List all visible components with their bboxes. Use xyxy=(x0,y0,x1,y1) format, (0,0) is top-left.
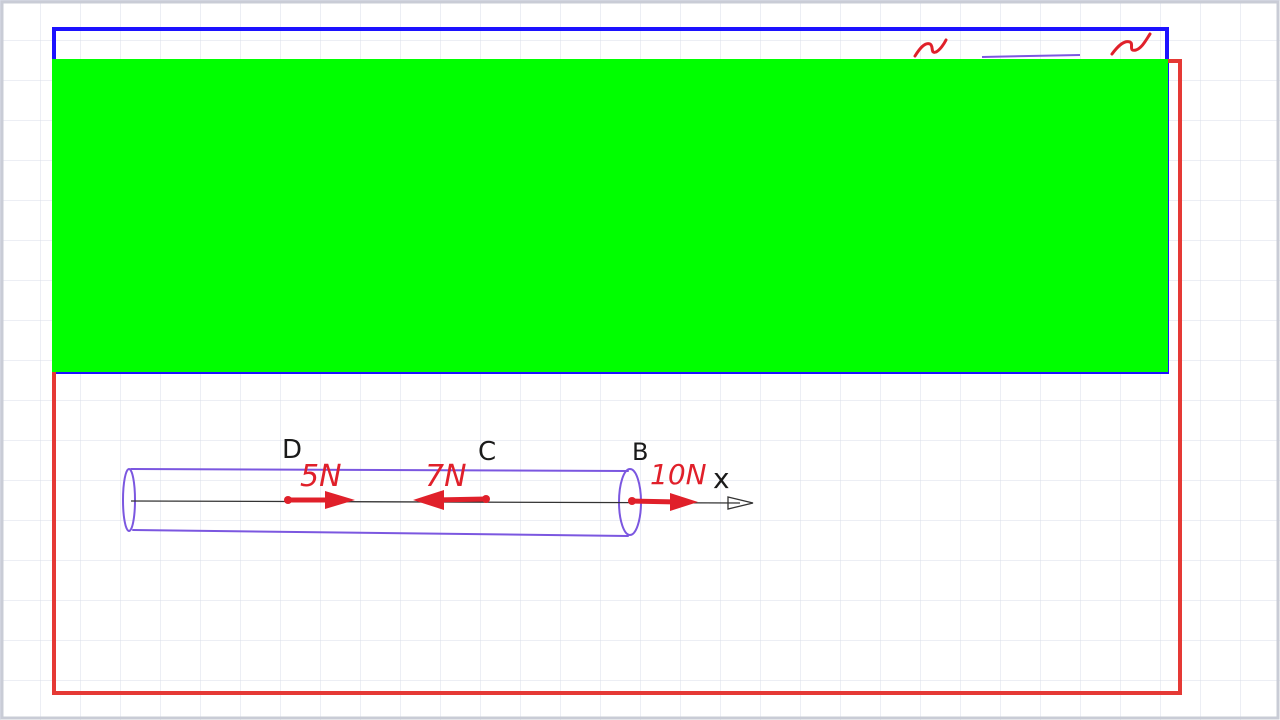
force-arrow-10n xyxy=(628,493,698,511)
force-label-5n: 5N xyxy=(300,459,342,494)
force-arrow-5n xyxy=(284,491,355,509)
top-right-scribbles xyxy=(913,32,1152,58)
point-label-d: D xyxy=(282,435,302,465)
force-label-7n: 7N xyxy=(425,459,467,494)
green-cover-box xyxy=(52,59,1168,372)
force-arrow-7n xyxy=(413,490,490,510)
force-label-10n: 10N xyxy=(650,458,707,491)
point-label-b: B xyxy=(632,438,648,466)
point-label-c: C xyxy=(478,437,496,467)
axis-label-x: x xyxy=(713,462,730,495)
